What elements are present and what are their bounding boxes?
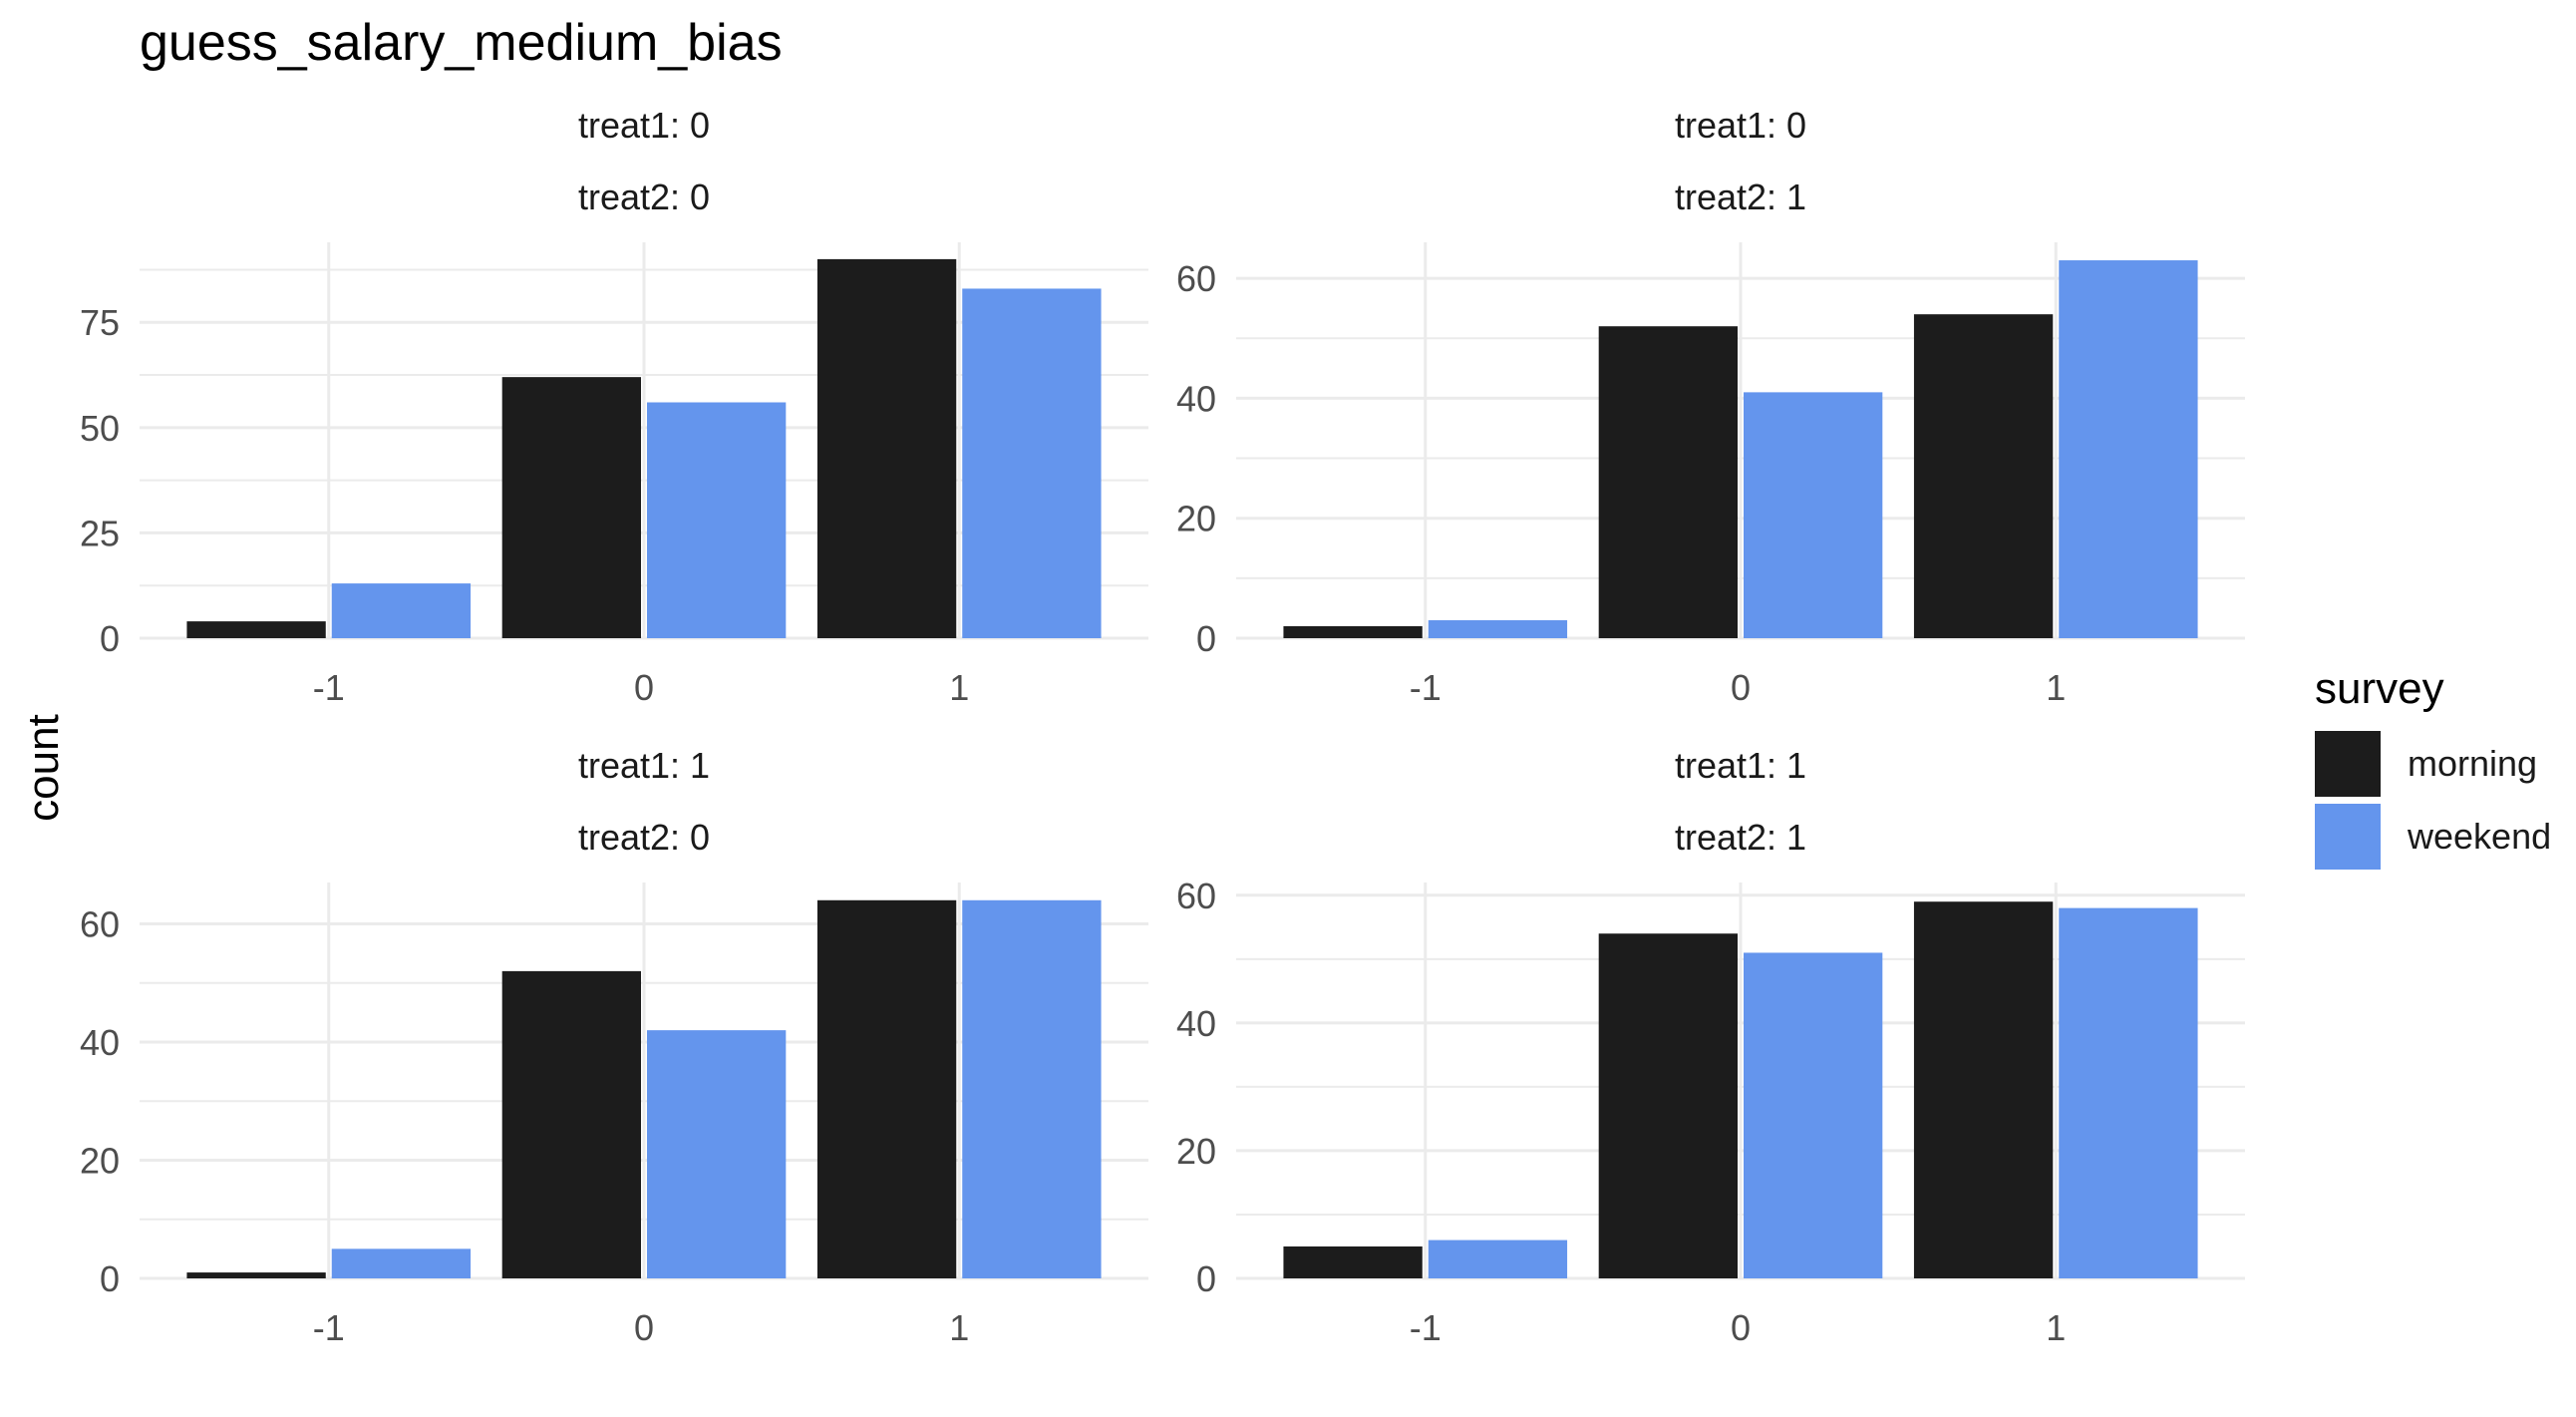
- facet-panels: 0 25 50 75 -1 0 1 treat1: 0 treat2: 0 0 20 40 60 -1 0 1…: [80, 105, 2245, 1348]
- bar-morning: [1283, 1245, 1423, 1278]
- x-tick-label: 1: [949, 1307, 969, 1348]
- x-tick-label: 0: [1731, 667, 1751, 708]
- strip-label-treat1: treat1: 0: [578, 105, 710, 146]
- bar-weekend: [1428, 1240, 1568, 1278]
- y-tick-label: 20: [1176, 499, 1216, 539]
- y-tick-label: 40: [80, 1022, 120, 1063]
- legend-swatch-morning: [2315, 731, 2381, 797]
- strip-label-treat2: treat2: 0: [578, 177, 710, 217]
- bar-morning: [1598, 326, 1738, 638]
- strip-label-treat1: treat1: 0: [1675, 105, 1806, 146]
- facet-panel: 0 20 40 60 -1 0 1 treat1: 0 treat2: 1: [1176, 105, 2245, 708]
- y-tick-label: 0: [1196, 1258, 1216, 1299]
- x-tick-label: -1: [1410, 1307, 1442, 1348]
- strip-label-treat2: treat2: 1: [1675, 177, 1806, 217]
- bar-morning: [1913, 314, 2054, 638]
- y-tick-label: 60: [1176, 258, 1216, 299]
- legend-label-morning: morning: [2408, 743, 2537, 784]
- bar-weekend: [962, 288, 1102, 638]
- bar-weekend: [647, 1030, 787, 1278]
- y-tick-label: 60: [1176, 876, 1216, 916]
- strip-label-treat1: treat1: 1: [578, 745, 710, 786]
- y-tick-label: 0: [1196, 618, 1216, 659]
- y-tick-label: 60: [80, 903, 120, 944]
- facet-panel: 0 20 40 60 -1 0 1 treat1: 1 treat2: 0: [80, 745, 1148, 1348]
- y-tick-label: 0: [100, 618, 120, 659]
- bar-weekend: [962, 899, 1102, 1278]
- bar-morning: [1283, 625, 1423, 638]
- bar-morning: [501, 377, 641, 638]
- y-tick-label: 40: [1176, 378, 1216, 419]
- bar-morning: [186, 621, 326, 638]
- y-tick-label: 75: [80, 302, 120, 343]
- legend: survey morning weekend: [2315, 664, 2551, 870]
- y-tick-label: 20: [80, 1140, 120, 1181]
- bar-weekend: [647, 402, 787, 638]
- bar-morning: [816, 258, 957, 638]
- legend-swatch-weekend: [2315, 804, 2381, 870]
- x-tick-label: 0: [634, 667, 654, 708]
- strip-label-treat2: treat2: 1: [1675, 817, 1806, 858]
- y-axis-label: count: [19, 714, 68, 822]
- bar-morning: [186, 1272, 326, 1278]
- y-tick-label: 50: [80, 408, 120, 449]
- y-tick-label: 0: [100, 1258, 120, 1299]
- bar-weekend: [2059, 907, 2198, 1278]
- bar-morning: [1598, 933, 1738, 1278]
- x-tick-label: 0: [1731, 1307, 1751, 1348]
- x-tick-label: 0: [634, 1307, 654, 1348]
- bar-weekend: [1744, 952, 1883, 1278]
- bar-weekend: [1744, 392, 1883, 638]
- legend-title: survey: [2315, 664, 2444, 713]
- strip-label-treat2: treat2: 0: [578, 817, 710, 858]
- chart-title: guess_salary_medium_bias: [140, 14, 783, 72]
- bar-weekend: [2059, 260, 2198, 638]
- y-tick-label: 20: [1176, 1131, 1216, 1172]
- x-tick-label: -1: [1410, 667, 1442, 708]
- bar-morning: [816, 899, 957, 1278]
- bar-morning: [501, 970, 641, 1278]
- x-tick-label: -1: [313, 667, 345, 708]
- bar-weekend: [1428, 619, 1568, 638]
- legend-label-weekend: weekend: [2407, 816, 2551, 857]
- x-tick-label: 1: [2046, 667, 2066, 708]
- x-tick-label: -1: [313, 1307, 345, 1348]
- x-tick-label: 1: [949, 667, 969, 708]
- bar-morning: [1913, 901, 2054, 1278]
- x-tick-label: 1: [2046, 1307, 2066, 1348]
- y-tick-label: 40: [1176, 1003, 1216, 1044]
- bar-weekend: [331, 1248, 472, 1278]
- bar-weekend: [331, 583, 472, 638]
- y-tick-label: 25: [80, 513, 120, 553]
- facet-panel: 0 20 40 60 -1 0 1 treat1: 1 treat2: 1: [1176, 745, 2245, 1348]
- strip-label-treat1: treat1: 1: [1675, 745, 1806, 786]
- facet-panel: 0 25 50 75 -1 0 1 treat1: 0 treat2: 0: [80, 105, 1148, 708]
